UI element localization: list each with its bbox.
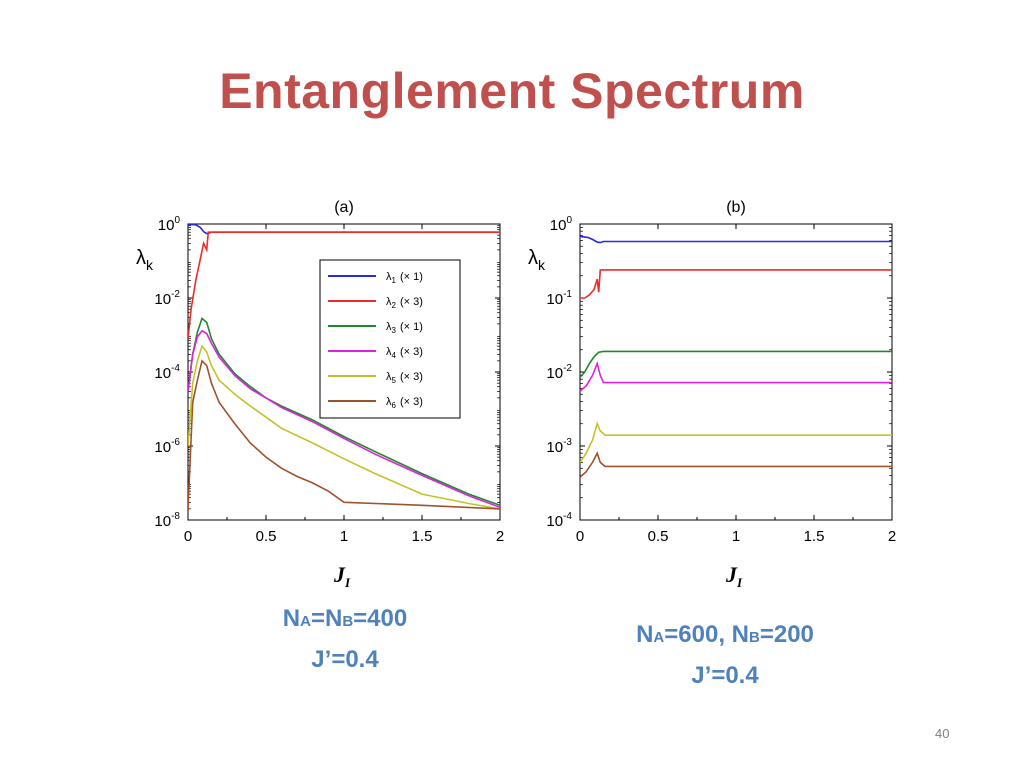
chart-b-y-axis-label: λk: [528, 247, 546, 273]
chart-a-y-tick-label: 10-6: [154, 437, 180, 456]
chart-b-x-tick-label: 1: [732, 528, 740, 545]
caption-a-value: =400: [353, 605, 408, 632]
chart-a-x-tick-label: 1: [340, 528, 348, 545]
caption-a-n1: N: [282, 605, 301, 632]
chart-a-x-tick-label: 0: [184, 528, 192, 545]
chart-b: (b) 0 0.5 1 1.5 2 100 10-1 10-2 10-3 10-4 λk JI: [528, 199, 896, 590]
chart-b-series-line-4: [580, 361, 892, 392]
chart-b-series-line-3: [580, 350, 892, 378]
chart-a-legend-label-3: λ3 (× 1): [386, 321, 423, 335]
chart-a-series-line-3: [188, 317, 500, 507]
chart-a-legend-label-6: λ6 (× 3): [386, 396, 423, 410]
chart-a-panel-label: (a): [334, 199, 354, 216]
slide-title: Entanglement Spectrum: [219, 63, 805, 119]
chart-a-series-line-2: [188, 231, 500, 339]
chart-a-x-tick-label: 2: [496, 528, 504, 545]
caption-b: NA=600, NB=200 J’=0.4: [580, 616, 870, 695]
chart-a-x-tick-label: 1.5: [412, 528, 433, 545]
chart-a-y-tick-label: 10-8: [154, 511, 180, 530]
chart-b-series-line-6: [580, 451, 892, 478]
caption-a-sub1: A: [300, 613, 311, 630]
chart-a: (a) 0 0.5 1 1.5 2 100 10-2 10-4 10-6 10-8 λk JI λ1 (× …: [136, 199, 504, 590]
chart-b-y-tick-label: 10-2: [546, 363, 572, 382]
chart-a-x-tick-label: 0.5: [256, 528, 277, 545]
chart-a-legend-box: [319, 259, 461, 419]
caption-a-line1: NA=NB=400: [230, 600, 460, 641]
chart-a-y-tick-label: 10-2: [154, 289, 180, 308]
chart-b-series-line-5: [580, 421, 892, 463]
caption-b-line1: NA=600, NB=200: [580, 616, 870, 657]
chart-b-x-tick-label: 0.5: [648, 528, 669, 545]
chart-a-series-line-6: [188, 359, 500, 510]
chart-b-plot-frame: [579, 223, 893, 521]
chart-b-y-tick-label: 10-4: [546, 511, 572, 530]
chart-a-legend-label-5: λ5 (× 3): [386, 371, 423, 385]
chart-a-y-tick-label: 100: [158, 215, 181, 234]
chart-a-x-axis-label: JI: [333, 562, 351, 590]
chart-b-y-tick-label: 10-3: [546, 437, 572, 456]
caption-b-sub2: B: [749, 629, 760, 646]
slide-number: 40: [935, 726, 950, 741]
chart-b-series-line-1: [580, 235, 892, 244]
chart-a-series-line-4: [188, 329, 500, 509]
chart-a-legend-label-2: λ2 (× 3): [386, 296, 423, 310]
chart-a-y-axis-label: λk: [136, 247, 154, 273]
chart-b-x-axis-label: JI: [725, 562, 743, 590]
caption-a-eq1: =N: [310, 605, 343, 632]
chart-b-x-tick-label: 0: [576, 528, 584, 545]
chart-b-y-tick-label: 100: [550, 215, 573, 234]
chart-b-x-tick-label: 2: [888, 528, 896, 545]
chart-a-y-tick-label: 10-4: [154, 363, 180, 382]
chart-b-series-line-2: [580, 269, 892, 299]
chart-b-x-tick-label: 1.5: [804, 528, 825, 545]
chart-a-legend-label-4: λ4 (× 3): [386, 346, 423, 360]
chart-a-series-line-5: [188, 344, 500, 510]
caption-a: NA=NB=400 J’=0.4: [230, 600, 460, 679]
chart-b-y-tick-label: 10-1: [546, 289, 572, 308]
caption-b-n1: N: [636, 621, 654, 648]
caption-b-line2: J’=0.4: [691, 662, 759, 689]
caption-b-sub1: A: [653, 629, 665, 646]
chart-a-legend-label-1: λ1 (× 1): [386, 271, 423, 285]
caption-a-sub2: B: [342, 613, 354, 630]
caption-a-line2: J’=0.4: [311, 646, 379, 673]
caption-b-eq1: =600, N: [664, 621, 749, 648]
chart-b-panel-label: (b): [726, 199, 746, 216]
caption-b-value: =200: [759, 621, 814, 648]
